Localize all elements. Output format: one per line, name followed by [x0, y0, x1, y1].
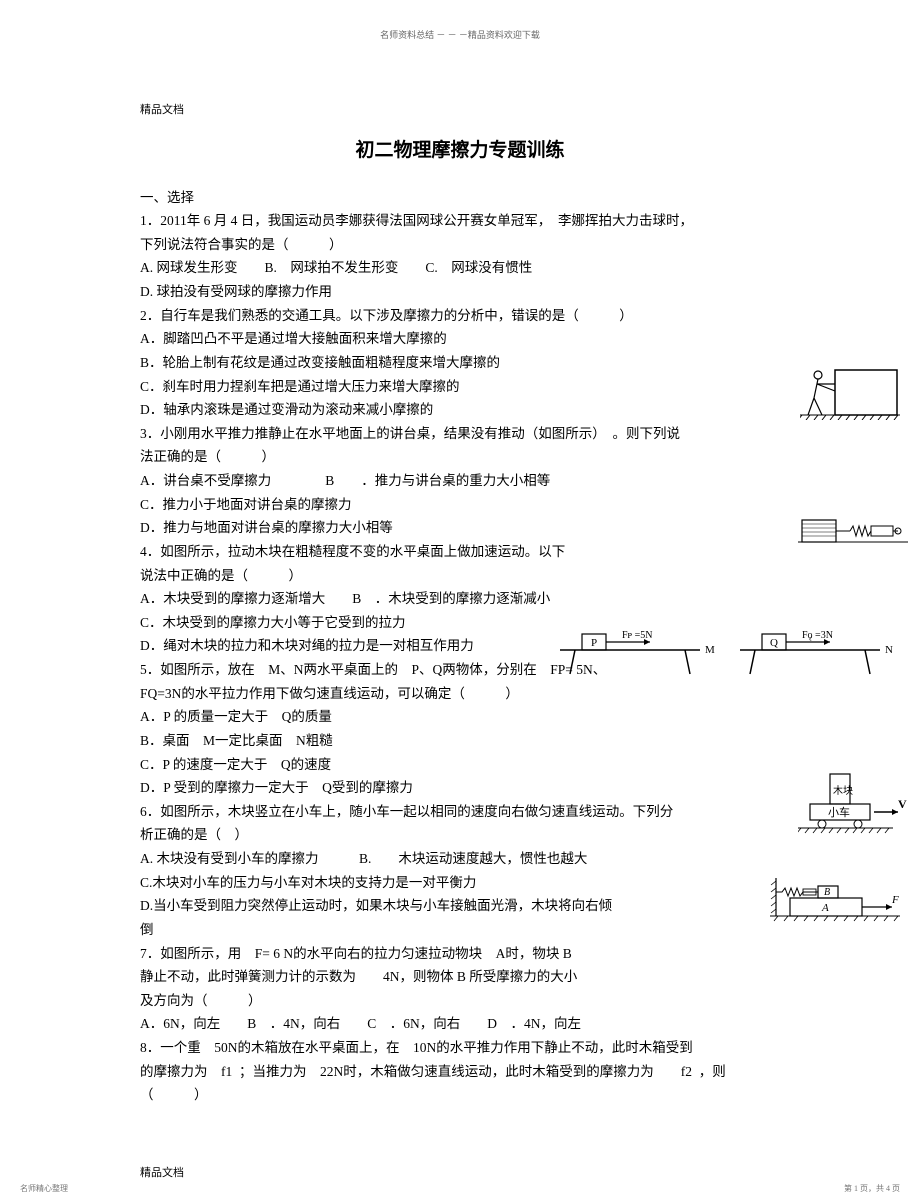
q6-line2: 析正确的是（ ） — [140, 823, 780, 847]
fig5-label-fq: Fǫ =3N — [802, 630, 833, 641]
q2-option-d: D．轴承内滚珠是通过变滑动为滚动来减小摩擦的 — [140, 398, 780, 422]
fig7-label-b: B — [824, 887, 830, 898]
q5-option-d: D．P 受到的摩擦力一定大于 Q受到的摩擦力 — [140, 776, 780, 800]
q6-line1: 6．如图所示，木块竖立在小车上，随小车一起以相同的速度向右做匀速直线运动。下列分 — [140, 800, 780, 824]
page-content: 精品文档 初二物理摩擦力专题训练 一、选择 1．2011年 6 月 4 日，我国… — [0, 41, 920, 1127]
fig7-label-a: A — [821, 902, 829, 914]
q3-option-c: C．推力小于地面对讲台桌的摩擦力 — [140, 493, 780, 517]
footer-left: 名师精心整理 — [20, 1183, 68, 1194]
q2-option-c: C．刹车时用力捏刹车把是通过增大压力来增大摩擦的 — [140, 375, 780, 399]
q4-option-a: A．木块受到的摩擦力逐渐增大 B ．木块受到的摩擦力逐渐减小 — [140, 587, 780, 611]
q3-option-a: A．讲台桌不受摩擦力 B ．推力与讲台桌的重力大小相等 — [140, 469, 780, 493]
q1-option-a: A. 网球发生形变 B. 网球拍不发生形变 C. 网球没有惯性 — [140, 256, 780, 280]
q2-option-a: A．脚踏凹凸不平是通过增大接触面积来增大摩擦的 — [140, 327, 780, 351]
fig6-label-cart: 小车 — [828, 805, 850, 819]
figure-q3-push-desk — [800, 360, 900, 420]
fig6-label-v: V — [898, 797, 907, 811]
q6-option-d2: 倒 — [140, 918, 780, 942]
fig6-label-block: 木块 — [833, 785, 853, 797]
fig5-label-m: M — [705, 644, 715, 656]
q5-option-b: B．桌面 M一定比桌面 N粗糙 — [140, 729, 780, 753]
q8-line1: 8．一个重 50N的木箱放在水平桌面上，在 10N的水平推力作用下静止不动，此时… — [140, 1036, 780, 1060]
q6-option-a: A. 木块没有受到小车的摩擦力 B. 木块运动速度越大，惯性也越大 — [140, 847, 780, 871]
fig5-label-q: Q — [770, 637, 778, 649]
figure-q4-block-spring — [798, 512, 908, 548]
fig5-label-fp: Fᴘ =5N — [622, 630, 652, 641]
document-title: 初二物理摩擦力专题训练 — [140, 134, 780, 167]
section-heading: 一、选择 — [140, 186, 780, 210]
footer-right: 第 1 页，共 4 页 — [844, 1183, 900, 1194]
q6-option-d1: D.当小车受到阻力突然停止运动时，如果木块与小车接触面光滑，木块将向右倾 — [140, 894, 780, 918]
q8-line2: 的摩擦力为 f1 ；当推力为 22N时，木箱做匀速直线运动，此时木箱受到的摩擦力… — [140, 1060, 780, 1084]
q3-line1: 3．小刚用水平推力推静止在水平地面上的讲台桌，结果没有推动（如图所示） 。则下列… — [140, 422, 780, 446]
q6-option-c: C.木块对小车的压力与小车对木块的支持力是一对平衡力 — [140, 871, 780, 895]
figure-q7-spring-blocks: A B F — [770, 878, 900, 922]
q2-option-b: B．轮胎上制有花纹是通过改变接触面粗糙程度来增大摩擦的 — [140, 351, 780, 375]
q7-line3: 及方向为（ ） — [140, 989, 780, 1013]
doc-label-bottom: 精品文档 — [140, 1164, 184, 1180]
q7-line1: 7．如图所示，用 F= 6 N的水平向右的拉力匀速拉动物块 A时，物块 B — [140, 942, 780, 966]
q7-options: A．6N，向左 B ．4N，向右 C ．6N，向右 D ．4N，向左 — [140, 1012, 780, 1036]
doc-label-top: 精品文档 — [140, 101, 780, 120]
q2-line1: 2．自行车是我们熟悉的交通工具。以下涉及摩擦力的分析中，错误的是（ ） — [140, 304, 780, 328]
q1-option-d: D. 球拍没有受网球的摩擦力作用 — [140, 280, 780, 304]
q8-line3: （ ） — [140, 1083, 780, 1107]
fig5-label-n: N — [885, 644, 893, 656]
q5-option-c: C．P 的速度一定大于 Q的速度 — [140, 753, 780, 777]
top-watermark: 名师资料总结 － － －精品资料欢迎下载 — [0, 0, 920, 41]
q3-option-d: D．推力与地面对讲台桌的摩擦力大小相等 — [140, 516, 780, 540]
q1-line2: 下列说法符合事实的是（ ） — [140, 233, 780, 257]
fig5-label-p: P — [591, 637, 597, 649]
q4-line1: 4．如图所示，拉动木块在粗糙程度不变的水平桌面上做加速运动。以下 — [140, 540, 780, 564]
q7-line2: 静止不动，此时弹簧测力计的示数为 4N，则物体 B 所受摩擦力的大小 — [140, 965, 780, 989]
q5-option-a: A．P 的质量一定大于 Q的质量 — [140, 705, 780, 729]
q5-line2: FQ=3N的水平拉力作用下做匀速直线运动，可以确定（ ） — [140, 682, 780, 706]
figure-q5-tables: P Fᴘ =5N M Q Fǫ =3N N — [550, 626, 900, 678]
q4-line2: 说法中正确的是（ ） — [140, 564, 780, 588]
q3-line2: 法正确的是（ ） — [140, 445, 780, 469]
q1-line1: 1．2011年 6 月 4 日，我国运动员李娜获得法国网球公开赛女单冠军， 李娜… — [140, 209, 780, 233]
figure-q6-cart: 小车 木块 V — [798, 770, 908, 835]
fig7-label-f: F — [891, 894, 899, 906]
